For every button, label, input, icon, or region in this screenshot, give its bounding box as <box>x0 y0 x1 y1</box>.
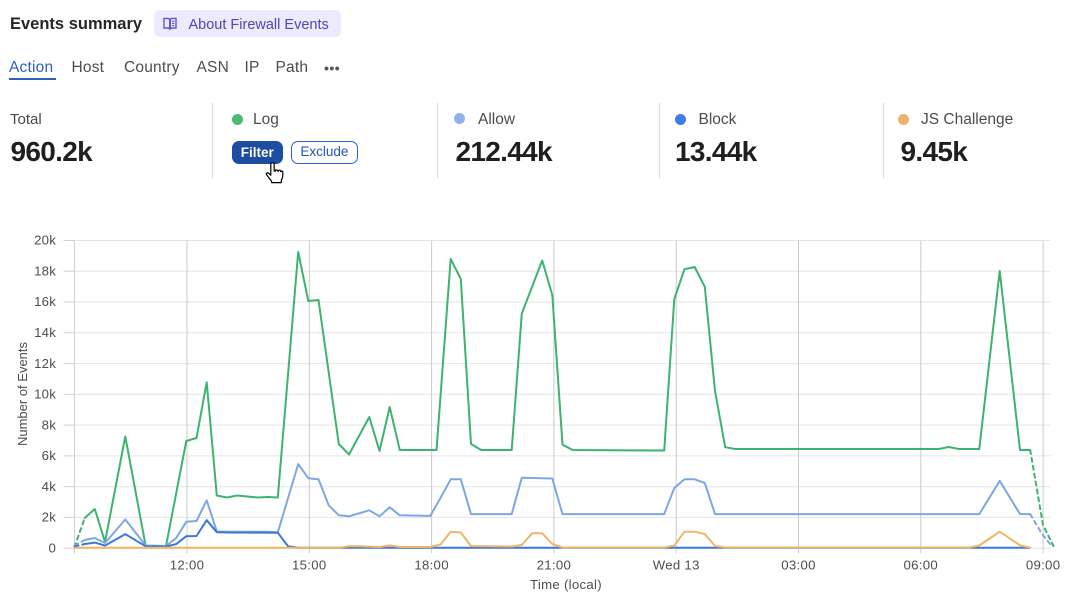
svg-text:06:00: 06:00 <box>904 558 939 573</box>
svg-text:Number of Events: Number of Events <box>15 341 30 446</box>
svg-text:10k: 10k <box>34 387 56 402</box>
svg-text:21:00: 21:00 <box>537 558 572 573</box>
svg-text:6k: 6k <box>42 448 57 463</box>
svg-text:4k: 4k <box>42 479 57 494</box>
svg-text:12k: 12k <box>34 356 56 371</box>
svg-text:0: 0 <box>48 540 56 555</box>
svg-text:12:00: 12:00 <box>170 558 205 573</box>
svg-text:2k: 2k <box>42 510 57 525</box>
svg-text:16k: 16k <box>34 294 56 309</box>
svg-text:8k: 8k <box>42 417 57 432</box>
svg-text:18:00: 18:00 <box>414 558 449 573</box>
svg-text:20k: 20k <box>34 233 56 248</box>
svg-text:Wed 13: Wed 13 <box>653 558 700 573</box>
svg-text:14k: 14k <box>34 325 56 340</box>
svg-text:09:00: 09:00 <box>1026 558 1061 573</box>
svg-text:Time (local): Time (local) <box>530 577 602 592</box>
svg-text:18k: 18k <box>34 263 56 278</box>
svg-text:03:00: 03:00 <box>781 558 816 573</box>
svg-text:15:00: 15:00 <box>292 558 327 573</box>
